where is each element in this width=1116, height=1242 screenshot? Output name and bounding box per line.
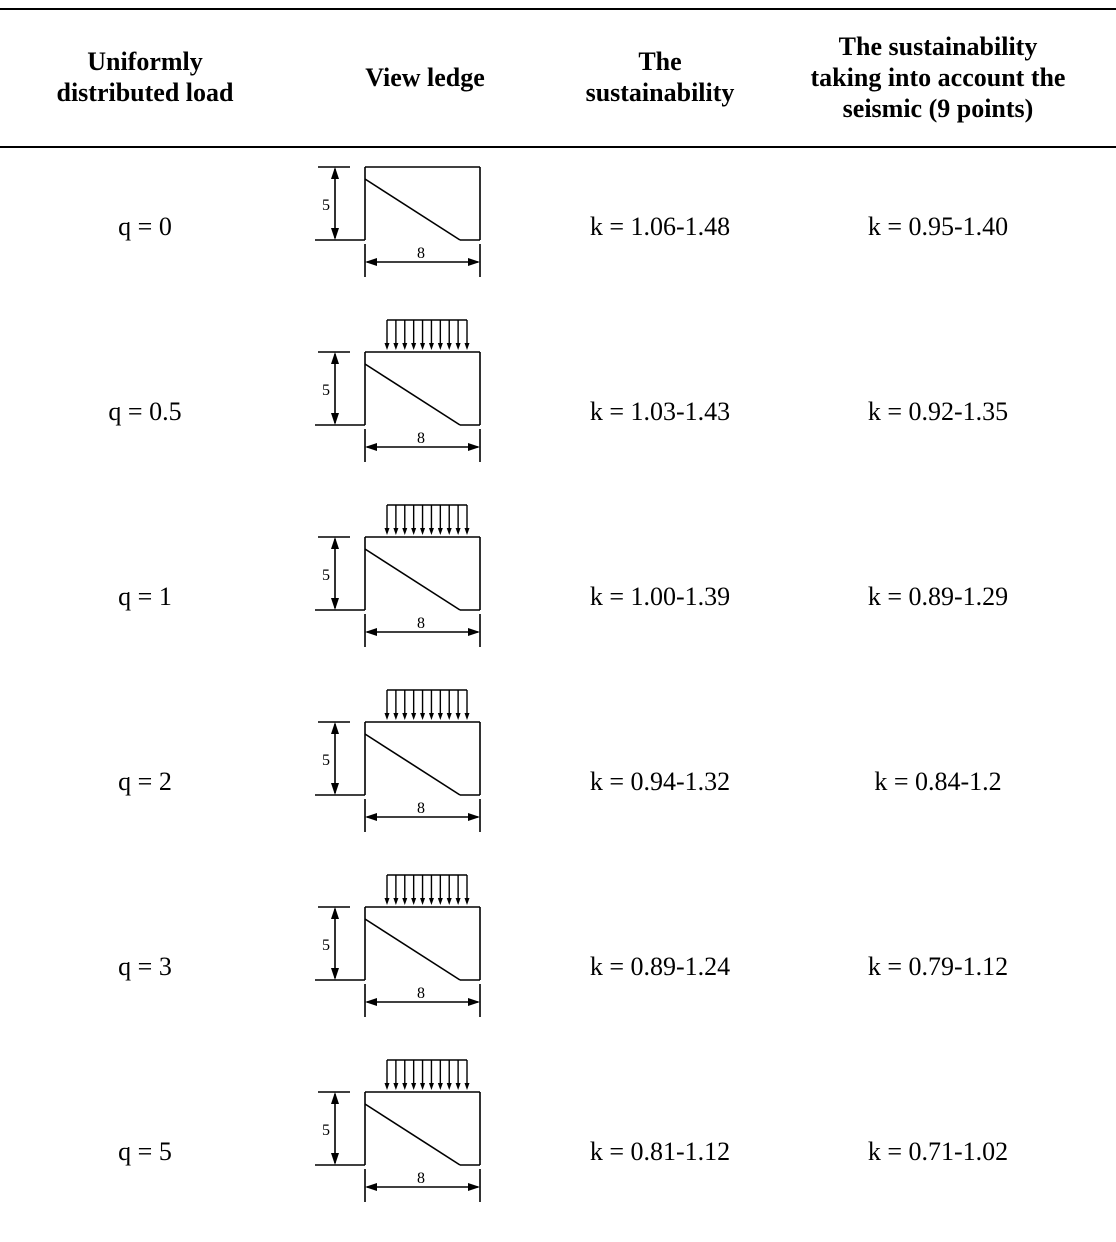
load-value: q = 2 <box>118 767 172 796</box>
arrow-up-icon <box>331 352 339 364</box>
slip-surface-line <box>364 548 461 611</box>
distributed-load-icon <box>384 504 470 535</box>
seismic-sustainability-value: k = 0.71-1.02 <box>867 1137 1009 1166</box>
sustainability-value: k = 0.89-1.24 <box>589 952 731 981</box>
arrow-down-icon <box>331 968 339 980</box>
load-value: q = 1 <box>118 582 172 611</box>
distributed-load-icon <box>384 1059 470 1090</box>
load-value: q = 0.5 <box>108 397 182 426</box>
seismic-sustainability-value: k = 0.79-1.12 <box>867 952 1009 981</box>
arrow-right-icon <box>468 628 480 636</box>
arrow-up-icon <box>331 907 339 919</box>
arrow-right-icon <box>468 813 480 821</box>
header-sustainability-seismic: The sustainability taking into account t… <box>810 31 1066 123</box>
ledge-diagram-svg: 58 <box>315 319 481 462</box>
arrow-left-icon <box>365 998 377 1006</box>
width-label: 8 <box>417 985 425 1002</box>
width-label: 8 <box>417 1170 425 1187</box>
width-label: 8 <box>417 430 425 447</box>
slip-surface-line <box>364 178 461 241</box>
arrow-down-icon <box>331 598 339 610</box>
ledge-diagram-svg: 58 <box>315 1059 481 1202</box>
header-sustainability: The sustainability <box>585 47 735 107</box>
slip-surface-line <box>364 1103 461 1166</box>
arrow-right-icon <box>468 443 480 451</box>
sustainability-value: k = 0.94-1.32 <box>589 767 731 796</box>
arrow-left-icon <box>365 813 377 821</box>
sustainability-value: k = 0.81-1.12 <box>589 1137 731 1166</box>
load-value: q = 5 <box>118 1137 172 1166</box>
arrow-left-icon <box>365 628 377 636</box>
arrow-up-icon <box>331 722 339 734</box>
ledge-diagram-svg: 58 <box>315 166 481 277</box>
width-label: 8 <box>417 800 425 817</box>
height-label: 5 <box>322 382 330 399</box>
arrow-up-icon <box>331 1092 339 1104</box>
slip-surface-line <box>364 733 461 796</box>
height-label: 5 <box>322 937 330 954</box>
slip-surface-line <box>364 363 461 426</box>
arrow-down-icon <box>331 228 339 240</box>
arrow-left-icon <box>365 258 377 266</box>
sustainability-value: k = 1.03-1.43 <box>589 397 731 426</box>
seismic-sustainability-value: k = 0.92-1.35 <box>867 397 1009 426</box>
arrow-up-icon <box>331 167 339 179</box>
arrow-left-icon <box>365 1183 377 1191</box>
seismic-sustainability-value: k = 0.84-1.2 <box>874 767 1002 796</box>
width-label: 8 <box>417 245 425 262</box>
table-top-rule <box>0 8 1116 10</box>
arrow-down-icon <box>331 783 339 795</box>
height-label: 5 <box>322 752 330 769</box>
load-value: q = 0 <box>118 212 172 241</box>
arrow-right-icon <box>468 1183 480 1191</box>
table-row: q = 0.5 5 8 k = 1.03-1.43 k = 0.92-1.35 <box>0 319 1116 487</box>
header-bottom-rule <box>0 146 1116 148</box>
arrow-up-icon <box>331 537 339 549</box>
header-view-ledge: View ledge <box>365 62 485 92</box>
distributed-load-icon <box>384 319 470 350</box>
distributed-load-icon <box>384 689 470 720</box>
arrow-left-icon <box>365 443 377 451</box>
seismic-sustainability-value: k = 0.95-1.40 <box>867 212 1009 241</box>
ledge-diagram-svg: 58 <box>315 874 481 1017</box>
arrow-down-icon <box>331 413 339 425</box>
load-value: q = 3 <box>118 952 172 981</box>
ledge-diagram-svg: 58 <box>315 504 481 647</box>
height-label: 5 <box>322 1122 330 1139</box>
ledge-diagram-svg: 58 <box>315 689 481 832</box>
distributed-load-icon <box>384 874 470 905</box>
arrow-right-icon <box>468 258 480 266</box>
seismic-sustainability-value: k = 0.89-1.29 <box>867 582 1009 611</box>
arrow-right-icon <box>468 998 480 1006</box>
arrow-down-icon <box>331 1153 339 1165</box>
height-label: 5 <box>322 567 330 584</box>
sustainability-value: k = 1.00-1.39 <box>589 582 731 611</box>
header-uniformly-distributed-load: Uniformly distributed load <box>56 47 234 107</box>
slip-surface-line <box>364 918 461 981</box>
width-label: 8 <box>417 615 425 632</box>
sustainability-value: k = 1.06-1.48 <box>589 212 731 241</box>
height-label: 5 <box>322 197 330 214</box>
